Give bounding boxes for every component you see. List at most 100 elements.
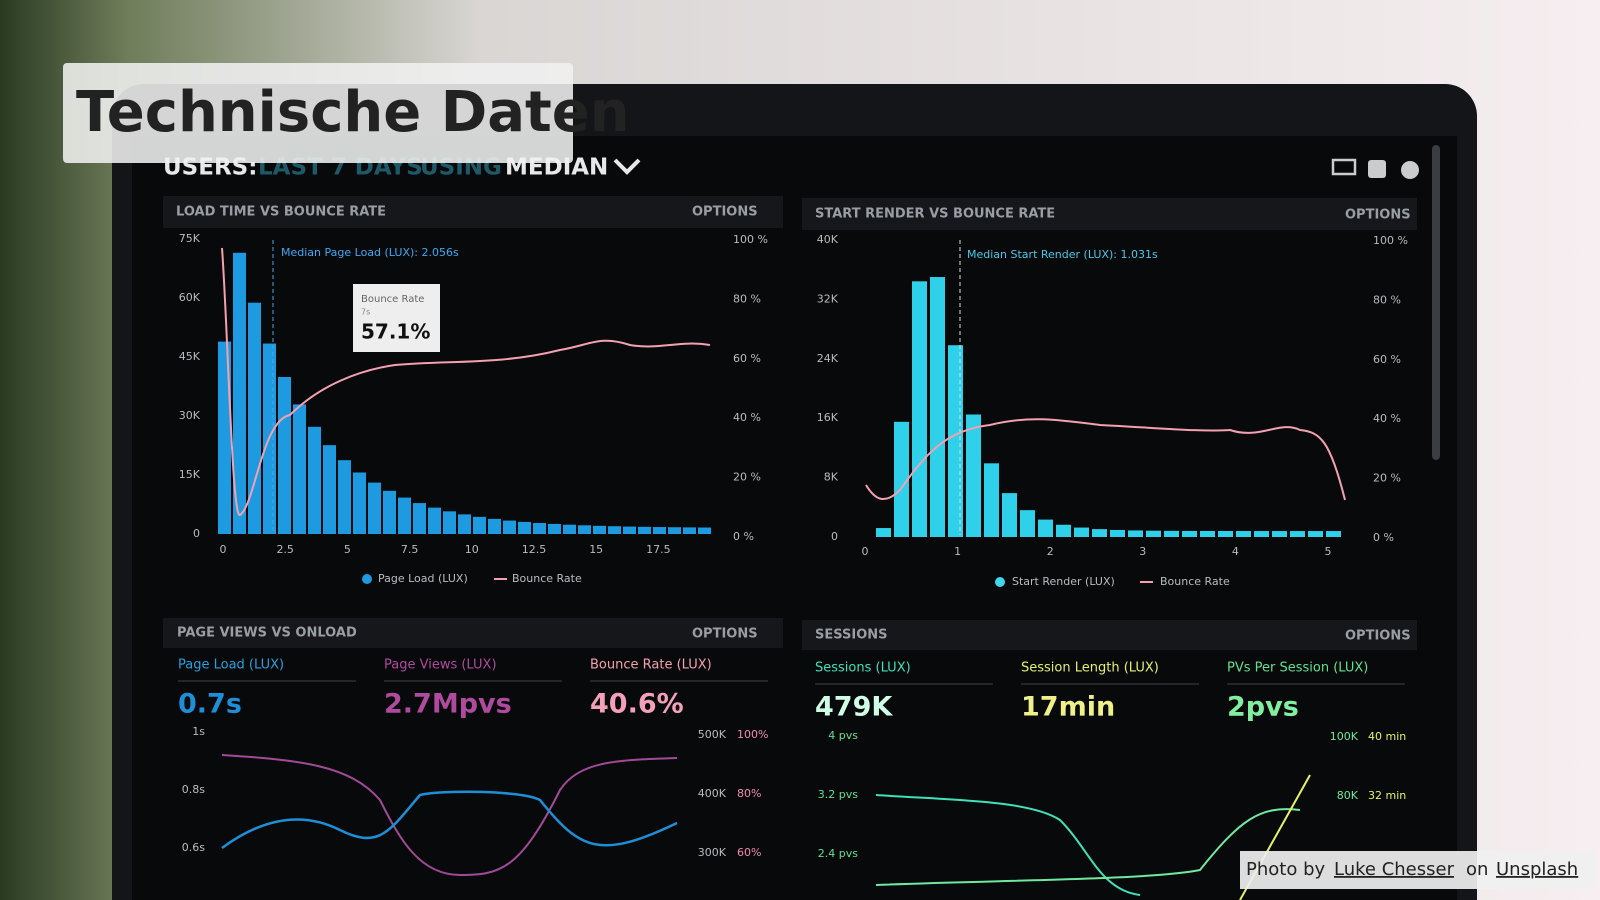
line xyxy=(221,754,678,877)
options[interactable]: OPTIONS xyxy=(692,627,758,642)
bar xyxy=(1020,510,1035,537)
bar xyxy=(308,426,321,534)
tooltip-sub: 7s xyxy=(361,308,370,317)
bar xyxy=(503,520,516,534)
bar xyxy=(518,521,531,534)
bar xyxy=(1272,531,1287,537)
bar xyxy=(1110,529,1125,537)
panel-title: LOAD TIME VS BOUNCE RATE xyxy=(176,205,386,220)
bar xyxy=(638,526,651,534)
title: Technische Daten xyxy=(76,80,630,145)
bar xyxy=(398,497,411,534)
bar xyxy=(353,472,366,534)
tick-label: 400K xyxy=(698,787,727,800)
tick-label: 60% xyxy=(737,846,761,859)
panel-title: PAGE VIEWS VS ONLOAD xyxy=(177,626,357,641)
bounce-line xyxy=(221,247,711,517)
bar xyxy=(1290,531,1305,537)
tick-label: 3 xyxy=(1139,545,1146,558)
tick-label: 0 % xyxy=(1373,531,1394,544)
panel-header xyxy=(802,198,1417,230)
bar xyxy=(368,482,381,534)
credit-box xyxy=(1240,851,1595,889)
tick-label: 100 % xyxy=(1373,234,1408,247)
bar xyxy=(1236,531,1251,537)
bar xyxy=(876,528,891,537)
tick-label: 100K xyxy=(1330,730,1359,743)
credit: Photo by Luke Chesser on Unsplash xyxy=(1246,859,1578,880)
bar xyxy=(233,252,246,535)
screen xyxy=(132,136,1457,900)
bar xyxy=(1056,524,1071,537)
line xyxy=(221,790,678,850)
credit-link[interactable]: Unsplash xyxy=(1496,859,1578,880)
bar xyxy=(1128,530,1143,537)
panel-header xyxy=(163,618,783,648)
options[interactable]: OPTIONS xyxy=(1345,208,1411,223)
tick-label: 12.5 xyxy=(522,543,547,556)
legend-label: Start Render (LUX) xyxy=(1012,575,1115,588)
tick-label: 40 min xyxy=(1368,730,1406,743)
tick-label: 24K xyxy=(817,352,839,365)
bar xyxy=(1182,530,1197,537)
tick-label: 75K xyxy=(179,232,201,245)
bar xyxy=(698,527,711,534)
tick-label: 20 % xyxy=(1373,472,1401,485)
bar xyxy=(338,460,351,534)
options[interactable]: OPTIONS xyxy=(692,205,758,220)
tick-label: 80K xyxy=(1337,789,1359,802)
bar xyxy=(683,527,696,534)
tick-label: 4 xyxy=(1232,545,1239,558)
tick-label: 100% xyxy=(737,728,768,741)
credit-text: Photo by xyxy=(1246,859,1325,880)
bar xyxy=(930,277,945,537)
tick-label: 7.5 xyxy=(401,543,419,556)
metric-value: 479K xyxy=(815,692,893,723)
tick-label: 16K xyxy=(817,411,839,424)
options[interactable]: OPTIONS xyxy=(1345,629,1411,644)
bar xyxy=(1092,529,1107,537)
metric-label: Page Load (LUX) xyxy=(178,658,284,673)
tick-label: 0.8s xyxy=(182,783,205,796)
tick-label: 32 min xyxy=(1368,789,1406,802)
bar xyxy=(1146,530,1161,537)
bar xyxy=(912,281,927,537)
legend-label: Bounce Rate xyxy=(1160,575,1230,588)
bar xyxy=(383,490,396,534)
bar xyxy=(458,514,471,534)
legend-dot xyxy=(995,577,1005,587)
tooltip-value: 57.1% xyxy=(361,320,430,344)
tick-label: 30K xyxy=(179,409,201,422)
tick-label: 40 % xyxy=(1373,412,1401,425)
line xyxy=(875,808,1301,886)
bar xyxy=(428,507,441,534)
tick-label: 20 % xyxy=(733,471,761,484)
bar xyxy=(323,445,336,534)
tick-label: 8K xyxy=(824,471,839,484)
metric-label: Session Length (LUX) xyxy=(1021,661,1159,676)
credit-link[interactable]: Luke Chesser xyxy=(1334,859,1455,880)
tick-label: 1s xyxy=(192,725,205,738)
tick-label: 0 xyxy=(193,527,200,540)
tick-label: 45K xyxy=(179,350,201,363)
tick-label: 2.5 xyxy=(276,543,294,556)
bounce-line xyxy=(865,418,1346,501)
tick-label: 60 % xyxy=(733,352,761,365)
tick-label: 2 xyxy=(1047,545,1054,558)
bar xyxy=(1038,519,1053,537)
tick-label: 40 % xyxy=(733,411,761,424)
bar xyxy=(1326,531,1341,537)
bar xyxy=(563,524,576,534)
tick-label: 10 xyxy=(465,543,479,556)
bar xyxy=(966,414,981,537)
tick-label: 15 xyxy=(589,543,603,556)
bar xyxy=(1254,531,1269,537)
bar xyxy=(443,511,456,534)
bar xyxy=(1164,530,1179,537)
legend-label: Bounce Rate xyxy=(512,572,582,585)
median-label: Median Start Render (LUX): 1.031s xyxy=(967,248,1158,261)
panel-header xyxy=(163,196,783,228)
tick-label: 4 pvs xyxy=(828,729,858,742)
tooltip xyxy=(353,284,440,352)
icon xyxy=(1331,158,1357,176)
